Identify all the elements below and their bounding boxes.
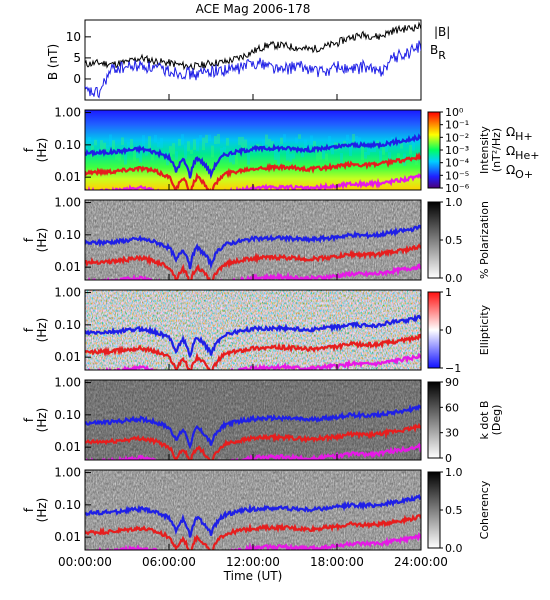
panel-coherency: 0.01 0.10 1.00 f(Hz) 1.0 0.5 0.0 Coherency <box>22 466 491 555</box>
colorbar-tick-label: 10⁻⁵ <box>445 169 469 182</box>
freq-ytick-label: 0.10 <box>54 318 81 332</box>
gyro-line-he-plus <box>85 333 421 370</box>
colorbar-label: % Polarization <box>478 201 491 279</box>
xtick-label: 12:00:00 <box>226 555 280 569</box>
gyro-label-h-plus: ΩH+ <box>506 125 533 143</box>
b-ytick-label: 5 <box>73 51 81 65</box>
gyro-line-h-plus <box>85 403 421 450</box>
freq-ytick-label: 0.10 <box>54 228 81 242</box>
freq-axis-label: f(Hz) <box>22 498 49 523</box>
colorbar-tick-label: 1.0 <box>445 466 463 479</box>
x-axis-label: Time (UT) <box>223 569 283 583</box>
gyro-line-h-plus <box>85 493 421 538</box>
panel-polarization-image <box>85 200 421 280</box>
freq-ytick-label: 0.01 <box>54 170 81 184</box>
gyro-line-he-plus <box>85 151 421 190</box>
colorbar-tick-label: 0.0 <box>445 542 463 555</box>
colorbar-label: Ellipticity <box>478 304 491 355</box>
freq-ytick-label: 1.00 <box>54 466 81 480</box>
xtick-label: 18:00:00 <box>310 555 364 569</box>
colorbar-tick-label: 10⁻⁶ <box>445 182 470 195</box>
freq-ytick-label: 1.00 <box>54 376 81 390</box>
freq-axis-label: f(Hz) <box>22 408 49 433</box>
freq-ytick-label: 0.01 <box>54 350 81 364</box>
spectrogram-panels: 0.010.101.00f(Hz)10⁰10⁻¹10⁻²10⁻³10⁻⁴10⁻⁵… <box>22 106 503 555</box>
panel-kdotb-image <box>85 380 421 460</box>
freq-ytick-label: 1.00 <box>54 286 81 300</box>
freq-ytick-label: 0.01 <box>54 530 81 544</box>
colorbar-tick-label: 10⁻¹ <box>445 119 469 132</box>
colorbar-tick-label: 0 <box>445 452 452 465</box>
gyro-label-he-plus: ΩHe+ <box>506 144 539 162</box>
colorbar-label: k dot B(Deg) <box>478 401 503 440</box>
colorbar-tick-label: 0 <box>445 324 452 337</box>
colorbar-tick-label: −1 <box>445 362 461 375</box>
xtick-label: 06:00:00 <box>142 555 196 569</box>
panel-coherency-image <box>85 470 421 550</box>
b-ytick-label: 10 <box>66 30 81 44</box>
panel-intensity: 0.01 0.10 1.00 f(Hz) 10⁰10⁻¹10⁻²10⁻³10⁻⁴10⁻⁵… <box>22 106 503 195</box>
freq-ytick-label: 1.00 <box>54 196 81 210</box>
colorbar-tick-label: 30 <box>445 427 459 440</box>
gyro-line-he-plus <box>85 243 421 280</box>
panel-ellipticity: 0.01 0.10 1.00 f(Hz) 1 0 −1 Ellipticity <box>22 286 491 375</box>
b-field-panel: 0 5 10 B (nT) |B| BR <box>46 19 450 101</box>
colorbar-tick-label: 10⁻⁴ <box>445 157 470 170</box>
b-ytick-label: 0 <box>73 72 81 86</box>
panel-polarization: 0.01 0.10 1.00 f(Hz) 1.0 0.5 0.0 % Polarization <box>22 196 491 285</box>
gyro-line-h-plus <box>85 313 421 359</box>
xtick-label: 00:00:00 <box>58 555 112 569</box>
colorbar-tick-label: 10⁻² <box>445 131 469 144</box>
colorbar-coherency <box>427 471 441 549</box>
colorbar-kdotb <box>427 381 441 459</box>
colorbar-tick-label: 1.0 <box>445 196 463 209</box>
colorbar-tick-label: 0.5 <box>445 504 463 517</box>
colorbar-label: Coherency <box>478 480 491 539</box>
freq-axis-label: f(Hz) <box>22 228 49 253</box>
legend-b-r: BR <box>430 43 446 62</box>
series-line-b-r <box>85 40 421 99</box>
gyro-line-h-plus <box>85 224 421 270</box>
panel-intensity-image <box>85 110 421 190</box>
gyro-line-he-plus <box>85 513 421 550</box>
freq-ytick-label: 0.10 <box>54 408 81 422</box>
freq-axis-label: f(Hz) <box>22 318 49 343</box>
panel-kdotb: 0.01 0.10 1.00 f(Hz) 90 60 30 0 k dot B(Deg) <box>22 376 503 465</box>
gyro-legend: ΩH+ΩHe+ΩO+ <box>506 125 539 181</box>
colorbar-tick-label: 0.0 <box>445 272 463 285</box>
freq-ytick-label: 0.10 <box>54 138 81 152</box>
colorbar-intensity <box>427 111 441 189</box>
freq-ytick-label: 1.00 <box>54 106 81 120</box>
colorbar-label: Intensity(nT²/Hz) <box>478 126 503 174</box>
figure-title: ACE Mag 2006-178 <box>196 2 311 16</box>
freq-ytick-label: 0.10 <box>54 498 81 512</box>
legend-b-total: |B| <box>434 25 450 39</box>
b-axis-label: B (nT) <box>46 44 60 80</box>
colorbar-tick-label: 60 <box>445 401 459 414</box>
freq-ytick-label: 0.01 <box>54 260 81 274</box>
colorbar-tick-label: 90 <box>445 376 459 389</box>
series-line-b-total <box>85 21 421 71</box>
colorbar-polarization <box>427 201 441 279</box>
freq-ytick-label: 0.01 <box>54 440 81 454</box>
freq-axis-label: f(Hz) <box>22 138 49 163</box>
colorbar-tick-label: 1 <box>445 286 452 299</box>
gyro-label-o-plus: ΩO+ <box>506 163 533 181</box>
colorbar-tick-label: 10⁰ <box>445 106 464 119</box>
colorbar-tick-label: 10⁻³ <box>445 144 469 157</box>
gyro-line-he-plus <box>85 422 421 460</box>
gyro-line-h-plus <box>85 133 421 180</box>
colorbar-ellipticity <box>427 291 441 369</box>
colorbar-tick-label: 0.5 <box>445 234 463 247</box>
xtick-label: 24:00:00 <box>394 555 448 569</box>
panel-ellipticity-image <box>85 290 421 370</box>
time-axis: 00:00:00 06:00:00 12:00:00 18:00:00 24:00:00… <box>58 94 448 583</box>
